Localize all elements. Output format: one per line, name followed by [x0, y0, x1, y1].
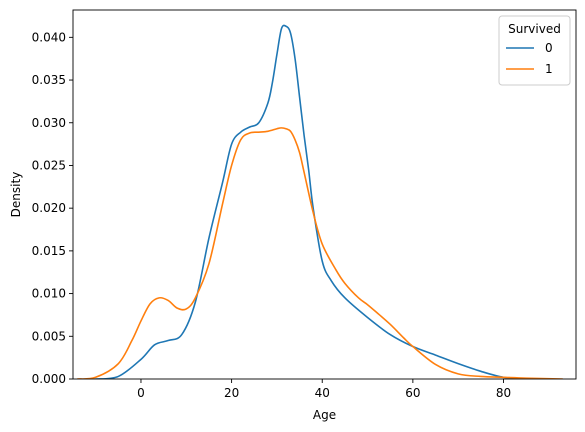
- y-tick-label: 0.010: [32, 287, 66, 301]
- x-tick-label: 0: [137, 386, 145, 400]
- y-tick-label: 0.005: [32, 329, 66, 343]
- y-tick-label: 0.015: [32, 244, 66, 258]
- x-tick-label: 60: [405, 386, 420, 400]
- legend-label-0: 0: [545, 41, 553, 55]
- series-line-0: [94, 24, 527, 379]
- plot-frame: [72, 9, 577, 380]
- y-tick-label: 0.000: [32, 372, 66, 386]
- y-tick-label: 0.025: [32, 158, 66, 172]
- y-axis-label: Density: [9, 172, 23, 218]
- legend-box: [498, 15, 571, 86]
- legend-label-1: 1: [545, 62, 553, 76]
- y-tick-label: 0.040: [32, 30, 66, 44]
- x-tick-label: 40: [315, 386, 330, 400]
- x-tick-label: 20: [224, 386, 239, 400]
- y-tick-label: 0.020: [32, 201, 66, 215]
- y-tick-label: 0.035: [32, 73, 66, 87]
- legend-title: Survived: [508, 22, 561, 36]
- x-tick-label: 80: [496, 386, 511, 400]
- legend: Survived 0 1: [498, 15, 571, 86]
- series-line-1: [76, 127, 564, 379]
- x-axis-label: Age: [313, 408, 336, 422]
- y-tick-label: 0.030: [32, 116, 66, 130]
- y-axis: 0.000 0.005 0.010 0.015 0.020 0.025 0.030 0.035…: [32, 30, 73, 386]
- series-layer: [76, 24, 564, 379]
- x-axis: 0 20 40 60 80: [137, 379, 511, 400]
